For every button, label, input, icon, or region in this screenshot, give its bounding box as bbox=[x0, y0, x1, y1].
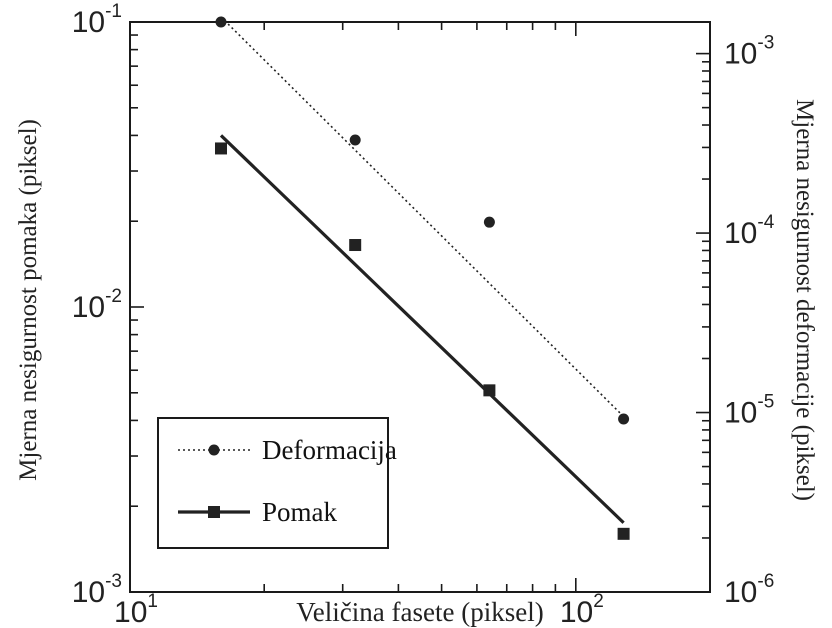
series-group bbox=[214, 16, 630, 540]
x-tick-label: 102 bbox=[560, 591, 604, 628]
x-axis-label: Veličina fasete (piksel) bbox=[296, 597, 543, 627]
y-axis-left-label: Mjerna nesigurnost pomaka (piksel) bbox=[15, 119, 42, 481]
data-point-deformacija bbox=[349, 134, 361, 146]
y-axis-right-label: Mjerna nesigurnost deformacije (piksel) bbox=[791, 99, 818, 501]
data-point-pomak bbox=[617, 527, 630, 540]
x-tick-label: 101 bbox=[114, 591, 158, 628]
y-right-tick-label: 10-3 bbox=[724, 33, 774, 71]
y-left-tick-label: 10-3 bbox=[72, 571, 122, 609]
y-right-tick-label: 10-6 bbox=[724, 571, 774, 609]
series-line-deformacija bbox=[220, 16, 625, 418]
legend-box bbox=[157, 417, 389, 549]
legend-label: Deformacija bbox=[262, 435, 397, 465]
y-right-tick-label: 10-5 bbox=[724, 392, 774, 430]
data-point-pomak bbox=[349, 239, 362, 252]
legend-label: Pomak bbox=[262, 497, 338, 527]
data-point-deformacija bbox=[215, 16, 227, 28]
axis-ticks: 101 102 10-3 10-2 10-1 10-6 10-5 10-4 10-3 bbox=[72, 1, 775, 628]
legend-marker bbox=[208, 506, 220, 518]
data-point-pomak bbox=[483, 384, 496, 397]
y-right-tick-label: 10-4 bbox=[724, 212, 775, 250]
y-left-tick-label: 10-2 bbox=[72, 286, 122, 324]
data-point-pomak bbox=[214, 142, 227, 155]
y-left-tick-label: 10-1 bbox=[72, 1, 122, 39]
data-point-deformacija bbox=[483, 216, 495, 228]
data-point-deformacija bbox=[618, 413, 630, 425]
legend-marker bbox=[208, 444, 220, 456]
legend: Deformacija Pomak bbox=[157, 417, 397, 549]
series-line-pomak bbox=[219, 134, 625, 524]
